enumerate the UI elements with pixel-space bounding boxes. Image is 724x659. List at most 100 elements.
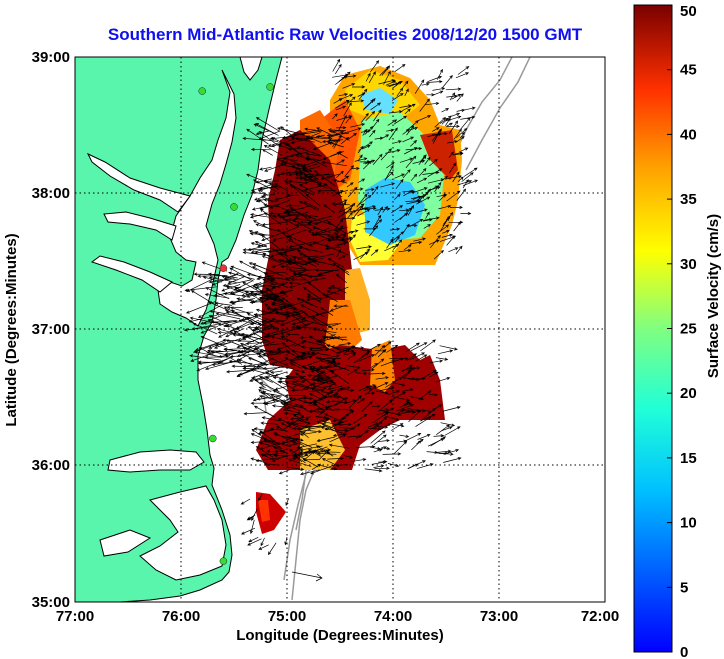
velocity-arrow: [432, 90, 444, 96]
velocity-arrow: [418, 115, 432, 121]
velocity-arrow: [399, 434, 410, 438]
velocity-arrow: [337, 179, 346, 183]
velocity-arrow: [308, 388, 325, 393]
velocity-arrow: [260, 310, 285, 316]
velocity-arrow: [377, 439, 390, 443]
delaware-bay: [239, 57, 263, 81]
velocity-arrow: [310, 387, 325, 397]
velocity-arrow: [247, 538, 262, 546]
velocity-arrow: [287, 466, 305, 471]
velocity-arrow: [438, 204, 452, 210]
velocity-arrow: [260, 294, 280, 303]
velocity-arrow: [262, 252, 277, 261]
velocity-arrow: [455, 245, 463, 255]
velocity-arrow: [372, 416, 388, 429]
velocity-arrow: [308, 173, 330, 179]
velocity-arrow: [369, 225, 379, 237]
velocity-arrow: [222, 338, 255, 342]
velocity-arrow: [320, 450, 331, 455]
velocity-arrow: [336, 249, 341, 258]
velocity-arrow: [415, 208, 428, 213]
velocity-arrow: [394, 212, 409, 223]
velocity-arrow: [192, 322, 218, 335]
velocity-arrow: [303, 378, 322, 383]
velocity-arrow: [237, 333, 253, 342]
velocity-arrow: [208, 278, 235, 284]
velocity-arrow: [381, 414, 400, 422]
velocity-arrow: [437, 349, 454, 355]
velocity-arrow: [434, 181, 442, 193]
velocity-arrow: [336, 115, 353, 121]
velocity-arrow: [230, 306, 250, 314]
velocity-arrow: [249, 291, 278, 300]
velocity-arrow: [236, 335, 266, 349]
velocity-arrow: [276, 229, 294, 241]
velocity-arrow: [377, 446, 388, 451]
velocity-arrow: [275, 425, 288, 433]
velocity-arrow: [250, 184, 272, 192]
velocity-arrow: [285, 311, 306, 319]
velocity-arrow: [189, 316, 220, 325]
velocity-arrow: [298, 200, 319, 211]
velocity-arrow: [258, 388, 269, 398]
velocity-arrow: [382, 452, 402, 456]
velocity-arrow: [280, 126, 295, 138]
velocity-arrow: [370, 249, 379, 256]
velocity-arrow: [455, 72, 470, 79]
velocity-arrow: [255, 282, 285, 289]
velocity-arrow: [461, 172, 474, 182]
velocity-arrow: [293, 414, 308, 424]
velocity-arrow: [250, 247, 273, 254]
velocity-arrow: [371, 358, 385, 370]
velocity-arrow: [330, 370, 350, 384]
velocity-arrow: [262, 366, 285, 371]
velocity-arrow: [258, 386, 272, 392]
velocity-arrow: [288, 268, 308, 282]
velocity-arrow: [261, 416, 281, 422]
velocity-arrow: [251, 366, 280, 379]
velocity-arrow: [319, 306, 334, 316]
velocity-arrow: [375, 376, 389, 380]
velocity-arrow: [307, 230, 331, 241]
velocity-arrow: [260, 537, 265, 547]
velocity-arrow: [404, 147, 418, 155]
velocity-arrow: [313, 218, 332, 225]
y-tick: 39:00: [32, 49, 70, 66]
velocity-arrow: [380, 422, 392, 430]
station-marker: [209, 434, 217, 443]
velocity-arrow: [354, 157, 368, 162]
velocity-arrow: [262, 149, 273, 156]
velocity-arrow: [302, 339, 326, 347]
map-title: Southern Mid-Atlantic Raw Velocities 200…: [108, 25, 583, 44]
velocity-arrow: [334, 99, 350, 109]
velocity-arrow: [318, 376, 331, 380]
velocity-arrow: [421, 82, 430, 86]
velocity-arrow: [280, 422, 295, 430]
velocity-arrow: [258, 544, 269, 550]
velocity-arrow: [190, 290, 217, 307]
velocity-arrow: [413, 237, 426, 242]
velocity-arrow: [300, 318, 325, 326]
velocity-arrow: [425, 211, 430, 219]
velocity-arrow: [330, 130, 345, 137]
velocity-arrow: [350, 187, 364, 191]
x-axis-label: Longitude (Degrees:Minutes): [236, 627, 444, 644]
velocity-arrow: [353, 352, 369, 364]
velocity-arrow: [324, 335, 348, 341]
velocity-arrow: [295, 353, 306, 358]
velocity-arrow: [440, 217, 450, 232]
velocity-arrow: [348, 395, 362, 409]
velocity-arrow: [301, 358, 326, 368]
velocity-arrow: [439, 193, 447, 201]
velocity-arrow: [283, 247, 302, 254]
velocity-arrow: [202, 275, 222, 283]
velocity-arrow: [316, 436, 335, 443]
velocity-arrow: [260, 453, 275, 461]
velocity-arrow: [442, 74, 453, 88]
velocity-arrow: [307, 426, 321, 431]
velocity-arrow: [291, 380, 306, 389]
velocity-arrow: [353, 205, 364, 219]
velocity-arrow: [303, 400, 318, 404]
velocity-arrow: [291, 349, 306, 354]
